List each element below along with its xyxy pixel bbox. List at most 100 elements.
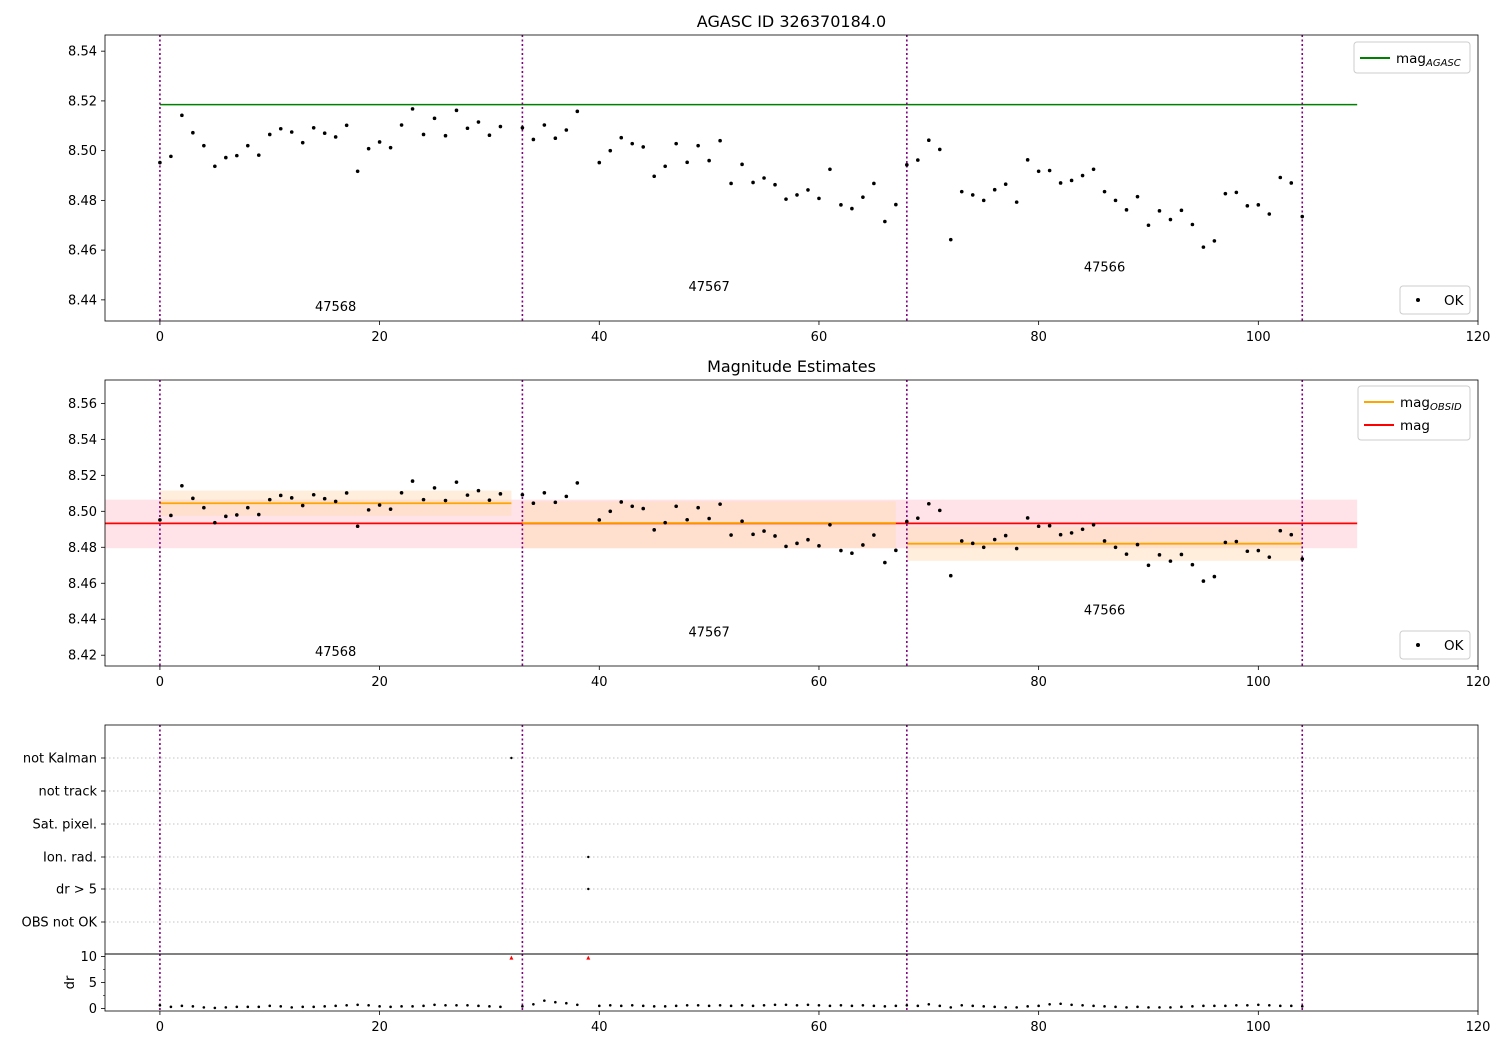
ok-data-point xyxy=(784,544,788,549)
ok-data-point xyxy=(191,496,195,501)
ok-data-point xyxy=(388,507,393,511)
category-label: Sat. pixel. xyxy=(33,818,97,833)
dr-data-point xyxy=(312,1005,315,1009)
flag-point xyxy=(587,855,590,859)
ok-data-point xyxy=(883,560,887,565)
ok-data-point xyxy=(861,195,865,199)
legend-label: OK xyxy=(1444,293,1465,309)
ok-data-point xyxy=(465,493,470,497)
ok-data-point xyxy=(948,237,953,242)
ok-data-point xyxy=(158,518,162,522)
ok-data-point xyxy=(1113,545,1118,550)
legend-label-main: mag xyxy=(1396,51,1426,67)
ok-data-point xyxy=(1124,552,1129,556)
ok-data-point xyxy=(322,496,327,501)
dr-data-point xyxy=(1147,1006,1150,1009)
dr-data-point xyxy=(795,1004,799,1007)
x-tick-label: 100 xyxy=(1246,330,1271,345)
dr-data-point xyxy=(784,1003,788,1007)
ok-data-point xyxy=(894,202,898,207)
ok-data-point xyxy=(311,492,316,497)
ok-data-point xyxy=(421,132,426,137)
dr-data-point xyxy=(367,1004,370,1007)
ok-data-point xyxy=(377,140,382,144)
dr-data-point xyxy=(773,1003,777,1007)
ok-data-point xyxy=(872,533,876,537)
dr-data-point xyxy=(202,1006,206,1009)
x-tick-label: 120 xyxy=(1466,1020,1491,1035)
x-tick-label: 0 xyxy=(156,330,164,345)
ok-data-point xyxy=(1058,181,1063,185)
ok-data-point xyxy=(399,490,404,495)
ok-data-point xyxy=(169,154,173,159)
clipped-dr-marker xyxy=(586,955,591,960)
dr-data-point xyxy=(444,1004,447,1007)
dr-data-point xyxy=(235,1005,239,1009)
ok-data-point xyxy=(1135,542,1140,547)
dr-data-point xyxy=(1278,1004,1282,1008)
legend-label-subscript: OBSID xyxy=(1430,402,1462,413)
dr-data-point xyxy=(565,1001,568,1005)
magnitude-estimates-panel: Magnitude Estimates 47568 47567 47566 0 20 40 6… xyxy=(68,357,1490,690)
ok-data-point xyxy=(235,513,239,517)
dr-data-point xyxy=(433,1003,436,1007)
x-tick-label: 40 xyxy=(591,330,608,345)
axes-frame xyxy=(104,34,1479,322)
y-tick-label: 8.54 xyxy=(68,45,97,60)
category-label: Ion. rad. xyxy=(43,851,97,866)
ok-data-point xyxy=(1036,169,1041,174)
ok-data-point xyxy=(619,500,624,504)
y-tick-label: 5 xyxy=(89,976,97,991)
ok-data-point xyxy=(981,198,986,203)
dr-data-point xyxy=(1048,1002,1051,1006)
x-tick-label: 120 xyxy=(1466,330,1491,345)
ok-data-point xyxy=(487,133,492,138)
ok-data-point xyxy=(1091,522,1096,527)
ok-data-point xyxy=(762,529,766,533)
axes-frame xyxy=(104,953,1479,1012)
obsid-label: 47566 xyxy=(1084,604,1125,619)
dr-data-point xyxy=(938,1004,942,1008)
ok-data-point xyxy=(948,573,953,578)
legend-label: magOBSID xyxy=(1400,395,1462,413)
ok-data-point xyxy=(465,126,470,131)
dr-data-point xyxy=(696,1004,700,1007)
dr-data-point xyxy=(1026,1005,1029,1008)
ok-data-point xyxy=(1047,168,1052,173)
dr-data-point xyxy=(619,1004,623,1008)
ok-data-point xyxy=(630,141,635,146)
x-tick-label: 40 xyxy=(591,675,608,690)
ok-data-point xyxy=(850,551,854,556)
dr-data-point xyxy=(751,1004,755,1008)
ok-data-point xyxy=(245,505,250,510)
ok-data-point xyxy=(619,135,624,140)
ok-data-point xyxy=(1267,555,1272,559)
ok-data-point xyxy=(751,180,755,185)
ok-data-point xyxy=(1179,208,1184,213)
ok-data-point xyxy=(1212,574,1217,579)
dr-data-point xyxy=(1059,1002,1062,1006)
ok-data-point xyxy=(564,128,569,132)
dr-data-point xyxy=(872,1004,876,1008)
dr-data-point xyxy=(301,1005,305,1009)
x-tick-label: 0 xyxy=(156,675,164,690)
y-tick-label: 8.46 xyxy=(68,244,97,259)
ok-data-point xyxy=(1003,182,1008,187)
ok-data-point xyxy=(432,486,437,490)
dr-data-point xyxy=(1169,1006,1172,1009)
ok-data-point xyxy=(235,153,239,158)
dr-data-point xyxy=(499,1005,502,1009)
x-tick-label: 40 xyxy=(591,1020,608,1035)
ok-data-point xyxy=(454,480,459,484)
dr-data-point xyxy=(466,1004,469,1007)
ok-data-point xyxy=(630,504,635,509)
ok-data-point xyxy=(520,125,525,130)
dr-data-point xyxy=(740,1004,744,1007)
ok-data-point xyxy=(641,145,646,149)
dr-data-point xyxy=(630,1004,634,1007)
dr-data-point xyxy=(521,1005,524,1008)
ok-data-point xyxy=(498,492,503,496)
ok-data-point xyxy=(828,167,832,172)
ok-data-point xyxy=(542,490,547,495)
dr-data-point xyxy=(378,1005,381,1008)
